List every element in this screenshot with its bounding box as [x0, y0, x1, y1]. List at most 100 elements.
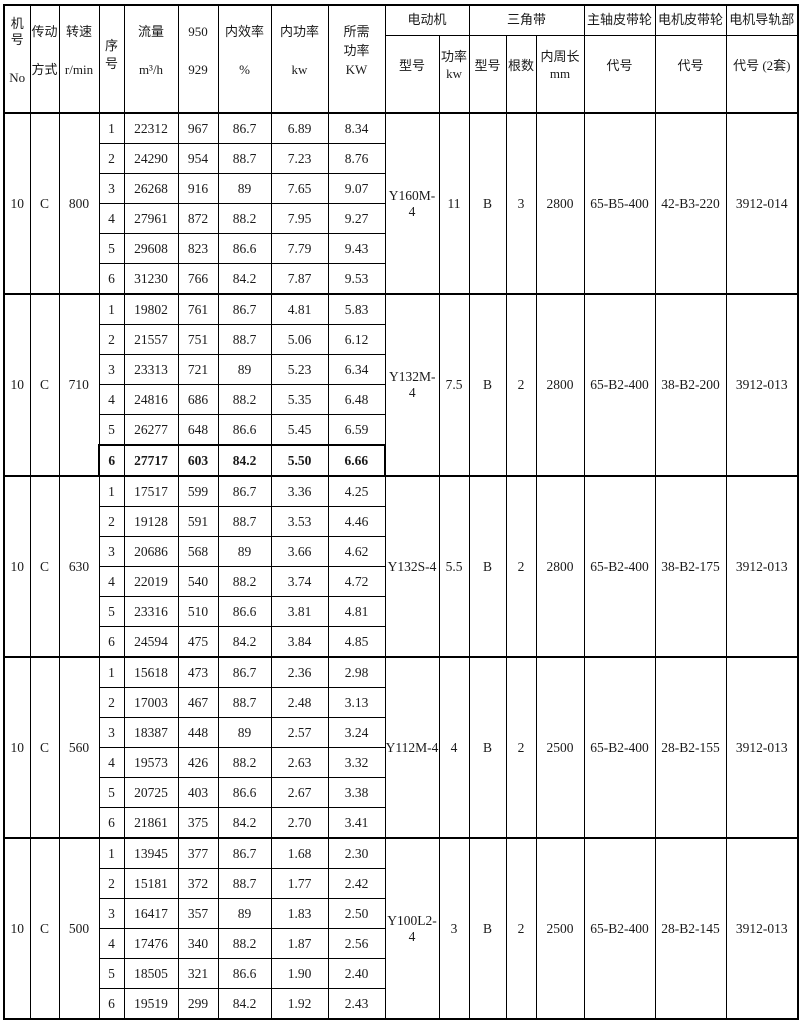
belt-count-cell: 2	[505, 475, 537, 658]
flow-cell: 27717	[123, 444, 179, 477]
motor-model-cell: Y112M-4	[384, 656, 440, 839]
pressure-cell: 540	[177, 566, 219, 597]
efficiency-cell: 88.7	[217, 687, 272, 718]
table-row: 10 C 710 1 19802 761 86.7 4.81 5.83 Y132M-4 7.5 B 2 2…	[3, 293, 799, 477]
table-row: 2 15181 372 88.7 1.77 2.42	[4, 868, 798, 899]
col-header-flow: 流量 m³/h	[123, 4, 179, 114]
col-group-motor-pulley: 电机皮带轮	[654, 4, 727, 36]
table-row: 6 27717 603 84.2 5.50 6.66	[4, 444, 798, 477]
seq-cell: 1	[98, 293, 125, 325]
motor-power-cell: 7.5	[438, 293, 470, 477]
rail-code-cell: 3912-013	[725, 293, 799, 477]
col-header-rail-code: 代号 (2套)	[725, 34, 799, 114]
power-cell: 1.92	[270, 988, 329, 1020]
machine-no-cell: 10	[3, 293, 31, 477]
col-header-main-pulley-code: 代号	[583, 34, 656, 114]
power-cell: 2.36	[270, 656, 329, 688]
required-power-cell: 3.13	[327, 687, 386, 718]
power-cell: 5.45	[270, 414, 329, 446]
flow-cell: 29608	[123, 233, 179, 264]
main-pulley-code-cell: 65-B2-400	[583, 656, 656, 839]
required-power-cell: 2.40	[327, 958, 386, 989]
flow-cell: 15181	[123, 868, 179, 899]
col-header-belt-model: 型号	[468, 34, 507, 114]
table-row: 3 16417 357 89 1.83 2.50	[4, 898, 798, 929]
motor-model-cell: Y100L2-4	[384, 837, 440, 1020]
required-power-cell: 3.24	[327, 717, 386, 748]
required-power-cell: 8.76	[327, 143, 386, 174]
seq-cell: 3	[98, 717, 125, 748]
pressure-cell: 426	[177, 747, 219, 778]
rail-code-cell: 3912-013	[725, 837, 799, 1020]
efficiency-cell: 84.2	[217, 626, 272, 658]
required-power-cell: 9.53	[327, 263, 386, 295]
seq-cell: 6	[98, 626, 125, 658]
pressure-cell: 372	[177, 868, 219, 899]
table-row: 10 C 560 1 15618 473 86.7 2.36 2.98 Y112M-4 4 B 2 250…	[3, 656, 799, 839]
pressure-cell: 954	[177, 143, 219, 174]
motor-power-cell: 11	[438, 112, 470, 295]
efficiency-cell: 86.6	[217, 596, 272, 627]
power-cell: 2.67	[270, 777, 329, 808]
required-power-cell: 2.50	[327, 898, 386, 929]
belt-length-cell: 2800	[535, 475, 585, 658]
main-pulley-code-cell: 65-B2-400	[583, 837, 656, 1020]
efficiency-cell: 86.6	[217, 233, 272, 264]
motor-pulley-code-cell: 28-B2-155	[654, 656, 727, 839]
table-row: 6 31230 766 84.2 7.87 9.53	[4, 263, 798, 295]
power-cell: 3.36	[270, 475, 329, 507]
seq-cell: 1	[98, 475, 125, 507]
table-row: 6 24594 475 84.2 3.84 4.85	[4, 626, 798, 658]
col-header-machine-no: 机号 No	[3, 4, 31, 114]
seq-cell: 6	[98, 263, 125, 295]
col-group-main-pulley: 主轴皮带轮	[583, 4, 656, 36]
motor-model-cell: Y132S-4	[384, 475, 440, 658]
motor-model-cell: Y160M-4	[384, 112, 440, 295]
required-power-cell: 6.12	[327, 324, 386, 355]
machine-no-cell: 10	[3, 112, 31, 295]
page: { "table": { "header": { "machine_no": […	[3, 4, 800, 1020]
col-header-speed: 转速 r/min	[58, 4, 100, 114]
power-cell: 2.48	[270, 687, 329, 718]
power-cell: 1.68	[270, 837, 329, 869]
pressure-cell: 357	[177, 898, 219, 929]
seq-cell: 4	[98, 747, 125, 778]
seq-cell: 4	[98, 566, 125, 597]
pressure-cell: 823	[177, 233, 219, 264]
belt-model-cell: B	[468, 656, 507, 839]
power-cell: 1.90	[270, 958, 329, 989]
belt-length-cell: 2500	[535, 656, 585, 839]
efficiency-cell: 88.2	[217, 747, 272, 778]
power-cell: 5.06	[270, 324, 329, 355]
table-row: 3 18387 448 89 2.57 3.24	[4, 717, 798, 748]
efficiency-cell: 84.2	[217, 263, 272, 295]
speed-cell: 560	[58, 656, 100, 839]
motor-power-cell: 5.5	[438, 475, 470, 658]
flow-cell: 31230	[123, 263, 179, 295]
flow-cell: 26277	[123, 414, 179, 446]
belt-model-cell: B	[468, 837, 507, 1020]
seq-cell: 5	[98, 233, 125, 264]
belt-model-cell: B	[468, 475, 507, 658]
belt-length-cell: 2800	[535, 112, 585, 295]
pressure-cell: 648	[177, 414, 219, 446]
pressure-cell: 766	[177, 263, 219, 295]
pressure-cell: 591	[177, 506, 219, 537]
seq-cell: 3	[98, 536, 125, 567]
flow-cell: 18387	[123, 717, 179, 748]
required-power-cell: 9.07	[327, 173, 386, 204]
efficiency-cell: 84.2	[217, 988, 272, 1020]
power-cell: 2.57	[270, 717, 329, 748]
pressure-cell: 967	[177, 112, 219, 144]
efficiency-cell: 89	[217, 354, 272, 385]
required-power-cell: 9.43	[327, 233, 386, 264]
drive-mode-cell: C	[29, 837, 60, 1020]
belt-model-cell: B	[468, 112, 507, 295]
power-cell: 3.66	[270, 536, 329, 567]
table-header: 机号 No 传动 方式 转速 r/min 序号 流量 m³/h 950 929 内效率% …	[3, 4, 799, 114]
flow-cell: 15618	[123, 656, 179, 688]
main-pulley-code-cell: 65-B5-400	[583, 112, 656, 295]
flow-cell: 19128	[123, 506, 179, 537]
speed-cell: 630	[58, 475, 100, 658]
drive-mode-cell: C	[29, 475, 60, 658]
